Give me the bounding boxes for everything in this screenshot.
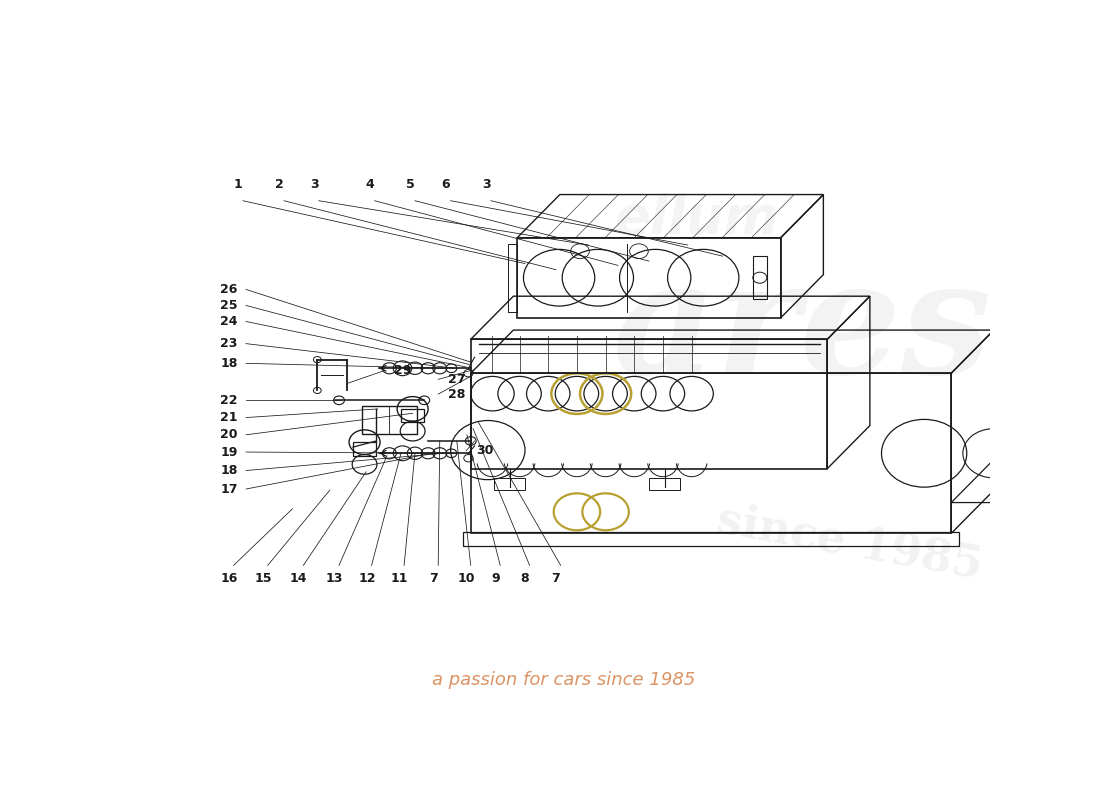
Bar xyxy=(494,478,525,490)
Bar xyxy=(752,256,767,299)
Text: 23: 23 xyxy=(220,337,238,350)
Text: 14: 14 xyxy=(290,571,307,585)
Text: 3: 3 xyxy=(482,178,491,191)
Text: 16: 16 xyxy=(220,571,238,585)
Text: 15: 15 xyxy=(254,571,272,585)
Text: 30: 30 xyxy=(476,444,494,458)
Text: since 1985: since 1985 xyxy=(713,498,986,587)
Bar xyxy=(362,406,417,434)
Bar xyxy=(517,238,781,318)
Bar xyxy=(353,442,376,456)
Bar xyxy=(471,373,952,534)
Text: 18: 18 xyxy=(220,464,238,477)
Bar xyxy=(402,409,425,422)
Text: 22: 22 xyxy=(220,394,238,407)
Text: 7: 7 xyxy=(551,571,560,585)
Text: ellum: ellum xyxy=(614,194,778,245)
Text: 1: 1 xyxy=(234,178,243,191)
Text: 9: 9 xyxy=(492,571,499,585)
Text: 26: 26 xyxy=(220,283,238,296)
Text: 21: 21 xyxy=(220,411,238,424)
Text: 28: 28 xyxy=(449,388,465,401)
Bar xyxy=(649,478,680,490)
Text: 12: 12 xyxy=(359,571,375,585)
Text: 25: 25 xyxy=(220,299,238,312)
Text: 20: 20 xyxy=(220,428,238,442)
Bar xyxy=(463,532,959,546)
Bar xyxy=(508,244,517,311)
Text: 6: 6 xyxy=(441,178,450,191)
Text: 10: 10 xyxy=(458,571,475,585)
Text: 29: 29 xyxy=(394,364,411,378)
Text: 18: 18 xyxy=(220,357,238,370)
Text: 27: 27 xyxy=(449,373,465,386)
Bar xyxy=(471,339,827,469)
Text: 7: 7 xyxy=(429,571,438,585)
Text: 24: 24 xyxy=(220,315,238,328)
Text: 17: 17 xyxy=(220,482,238,495)
Text: 13: 13 xyxy=(326,571,343,585)
Text: 11: 11 xyxy=(390,571,408,585)
Text: ares: ares xyxy=(613,253,992,407)
Text: 4: 4 xyxy=(365,178,374,191)
Text: 2: 2 xyxy=(275,178,284,191)
Text: a passion for cars since 1985: a passion for cars since 1985 xyxy=(432,671,695,689)
Text: 8: 8 xyxy=(520,571,529,585)
Text: 5: 5 xyxy=(406,178,415,191)
Text: 3: 3 xyxy=(310,178,319,191)
Text: 19: 19 xyxy=(220,446,238,458)
